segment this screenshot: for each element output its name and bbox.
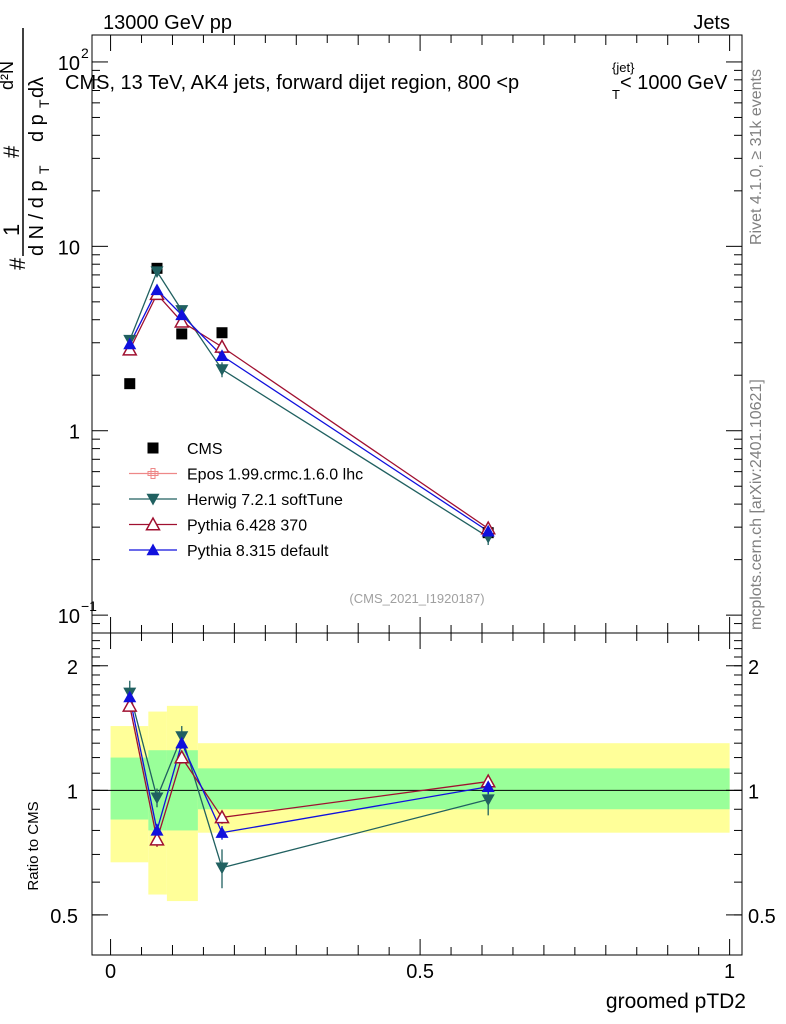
- legend: CMS Epos 1.99.crmc.1.6.0 lhc Herwig 7.2.1 …: [129, 441, 363, 560]
- collision-label: 13000 GeV pp: [103, 12, 232, 34]
- ratio-point-pythia8: [481, 780, 495, 792]
- svg-text:{jet}: {jet}: [612, 60, 635, 75]
- data-point-cms: [216, 327, 228, 339]
- ratio-point-pythia6: [149, 831, 165, 846]
- y-tick-label: 10: [58, 237, 80, 259]
- y-tick-label-exponent: 2: [81, 45, 89, 61]
- ratio-point-pythia8: [150, 823, 164, 836]
- svg-text:d p: d p: [26, 114, 48, 142]
- data-point-pythia8: [481, 524, 495, 537]
- data-point-cms: [176, 328, 188, 340]
- ratio-y-tick-label-right: 0.5: [748, 906, 776, 928]
- x-axis-title: groomed pTD2: [606, 990, 746, 1013]
- ratio-y-axis-title: Ratio to CMS: [25, 801, 42, 890]
- legend-label-herwig: Herwig 7.2.1 softTune: [187, 492, 343, 509]
- x-tick-label: 0: [105, 961, 116, 983]
- data-point-pythia8: [150, 283, 164, 296]
- x-tick-label: 0.5: [406, 961, 434, 983]
- uncertainty-band-inner: [197, 768, 730, 810]
- ratio-point-herwig: [481, 794, 495, 807]
- mcplots-label: mcplots.cern.ch [arXiv:2401.10621]: [748, 379, 765, 630]
- main-y-axis-title: # 1 d N / d p T # d²N d p T dλ: [0, 28, 52, 270]
- data-point-herwig: [150, 266, 164, 279]
- y-tick-label: 10: [58, 53, 80, 75]
- ratio-panel: 0.5 0.5 1 1 2 2 0 0.5 1: [50, 617, 776, 983]
- ratio-frame: [91, 632, 743, 956]
- chart-title: CMS, 13 TeV, AK4 jets, forward dijet reg…: [65, 60, 728, 102]
- svg-text:#: #: [0, 145, 24, 158]
- data-point-herwig: [215, 364, 229, 376]
- ratio-point-herwig: [150, 792, 164, 805]
- legend-marker-cms: [147, 442, 159, 454]
- x-tick-label: 1: [724, 961, 735, 983]
- legend-marker-herwig: [146, 493, 160, 506]
- marker-part: [150, 468, 156, 479]
- data-point-cms: [124, 378, 136, 390]
- ratio-point-pythia6: [121, 697, 138, 712]
- ratio-y-tick-label-right: 1: [748, 781, 759, 803]
- svg-text:1: 1: [0, 224, 24, 236]
- marker-part: [147, 471, 159, 476]
- svg-text:T: T: [36, 99, 52, 108]
- legend-label-pythia8: Pythia 8.315 default: [187, 543, 329, 560]
- y-tick-label: 10: [58, 606, 80, 628]
- svg-text:CMS, 13 TeV, AK4 jets, forward: CMS, 13 TeV, AK4 jets, forward dijet reg…: [65, 72, 519, 94]
- data-point-pythia6: [173, 313, 190, 328]
- data-point-pythia8: [215, 349, 229, 361]
- ratio-point-herwig: [215, 862, 229, 875]
- rivet-label: Rivet 4.1.0, ≥ 31k events: [748, 69, 765, 245]
- legend-label-cms: CMS: [187, 441, 223, 458]
- ratio-point-pythia6: [173, 749, 190, 764]
- jets-label: Jets: [693, 12, 730, 34]
- svg-text:d²N: d²N: [0, 61, 17, 90]
- data-point-pythia8: [123, 337, 137, 350]
- ratio-point-pythia6: [214, 809, 230, 824]
- ratio-y-tick-label-right: 2: [748, 657, 759, 679]
- svg-text:#: #: [5, 257, 30, 270]
- ratio-point-pythia8: [215, 826, 229, 838]
- ratio-y-tick-label: 0.5: [50, 906, 78, 928]
- legend-marker-pythia8: [146, 543, 160, 556]
- data-point-pythia8: [175, 308, 189, 321]
- ratio-point-pythia8: [123, 690, 137, 703]
- y-tick-label: 1: [69, 422, 80, 444]
- legend-label-pythia6: Pythia 6.428 370: [187, 518, 307, 535]
- analysis-watermark: (CMS_2021_I1920187): [349, 591, 484, 606]
- ratio-y-tick-label: 2: [67, 657, 78, 679]
- svg-text:T: T: [612, 87, 620, 102]
- svg-text:T: T: [36, 165, 52, 174]
- ratio-y-tick-label: 1: [67, 781, 78, 803]
- svg-text:< 1000 GeV: < 1000 GeV: [620, 72, 728, 94]
- ratio-point-pythia8: [175, 736, 189, 749]
- y-tick-label-exponent: −1: [81, 598, 97, 614]
- legend-marker-epos: [147, 468, 159, 479]
- svg-text:d N / d p: d N / d p: [26, 180, 48, 256]
- svg-text:dλ: dλ: [26, 77, 48, 98]
- legend-label-epos: Epos 1.99.crmc.1.6.0 lhc: [187, 467, 363, 484]
- legend-marker-pythia6: [145, 516, 161, 531]
